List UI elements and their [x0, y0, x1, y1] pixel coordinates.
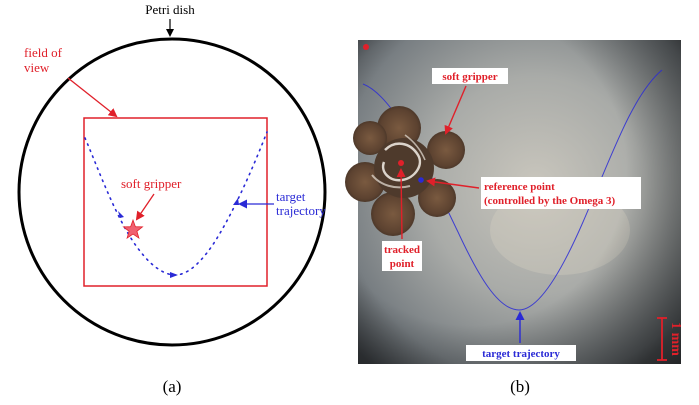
target-trajectory-curve — [84, 131, 268, 276]
reference-point-label-line1: reference point — [484, 181, 555, 193]
tracked-point-arrow — [396, 168, 406, 240]
scale-bar-label: 1 mm — [668, 322, 683, 356]
petri-dish-circle — [17, 37, 327, 347]
reference-point-arrow — [426, 177, 480, 189]
field-of-view-rect — [83, 117, 268, 287]
tracked-point-label-box — [382, 241, 422, 271]
tracked-point-marker — [398, 160, 404, 166]
field-of-view-label-line1: field of — [24, 45, 63, 60]
field-of-view-arrow — [67, 77, 118, 118]
trajectory-arrowhead-right — [233, 198, 239, 205]
panel-a-caption: (a) — [163, 377, 182, 396]
reference-point-label-box — [481, 177, 641, 209]
petri-dish-label: Petri dish — [145, 2, 195, 17]
soft-gripper-arrow-b — [444, 85, 467, 135]
soft-gripper-arrow — [135, 193, 155, 221]
trajectory-arrowhead-left — [118, 211, 124, 218]
panel-b: soft gripper reference point (controlled… — [345, 40, 683, 396]
soft-gripper-label: soft gripper — [121, 176, 182, 191]
reference-point-label-line2: (controlled by the Omega 3) — [484, 195, 616, 207]
trajectory-arrowhead-bottom — [170, 272, 178, 278]
corner-red-dot — [363, 44, 369, 50]
soft-gripper-label-b: soft gripper — [442, 71, 497, 83]
target-trajectory-label-box — [466, 345, 576, 361]
field-of-view-label-line2: view — [24, 60, 50, 75]
reference-point-marker — [418, 177, 424, 183]
target-trajectory-label-line2: trajectory — [276, 203, 326, 218]
soft-gripper-image — [345, 106, 465, 236]
target-trajectory-label-b: target trajectory — [482, 348, 560, 360]
soft-gripper-label-box — [432, 68, 508, 84]
soft-gripper-star-icon — [122, 218, 144, 240]
target-trajectory-label-line1: target — [276, 189, 306, 204]
tracked-point-label-line1: tracked — [384, 244, 420, 256]
panel-b-caption: (b) — [510, 377, 530, 396]
scale-bar: 1 mm — [657, 317, 683, 361]
panel-a: Petri dish field of view soft gripper ta… — [17, 2, 327, 396]
tracked-point-label-line2: point — [390, 258, 415, 270]
